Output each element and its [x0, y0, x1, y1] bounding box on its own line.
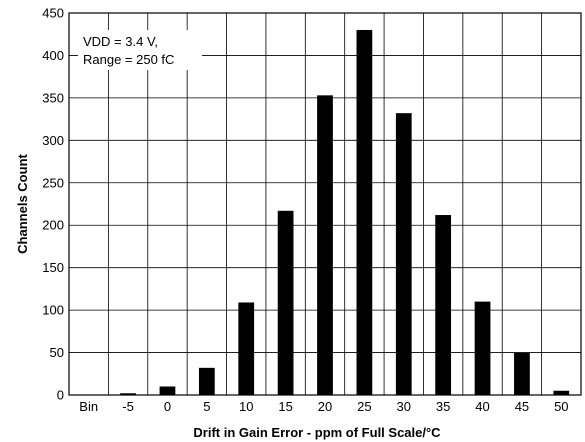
y-tick-labels: 0 50 100 150 200 250 300 350 400 450: [42, 6, 64, 403]
bar-40: [474, 301, 491, 395]
bar-20: [317, 95, 333, 395]
x-tick-label: 10: [239, 399, 253, 414]
x-tick-labels: Bin -5 0 5 10 15 20 25 30 35 40 45 50: [79, 399, 568, 414]
bar-15: [277, 210, 294, 395]
y-tick-label: 150: [42, 260, 64, 275]
y-tick-label: 100: [42, 303, 64, 318]
x-axis-title: Drift in Gain Error - ppm of Full Scale/…: [193, 425, 441, 440]
annotation-line-1: VDD = 3.4 V,: [83, 34, 158, 49]
y-tick-label: 450: [42, 6, 64, 21]
bar--5: [120, 393, 136, 395]
bar-45: [514, 352, 530, 395]
bar-10: [238, 302, 255, 395]
x-tick-label: 20: [318, 399, 332, 414]
x-tick-label: 25: [357, 399, 371, 414]
y-tick-label: 350: [42, 90, 64, 105]
x-tick-label: 40: [475, 399, 489, 414]
bar-35: [435, 215, 452, 395]
annotation-box: VDD = 3.4 V, Range = 250 fC: [78, 30, 202, 70]
y-tick-label: 0: [57, 388, 64, 403]
x-tick-label: 35: [436, 399, 450, 414]
plot-frame: [68, 12, 582, 396]
y-axis-title: Channels Count: [15, 154, 30, 254]
y-tick-label: 400: [42, 48, 64, 63]
y-tick-label: 250: [42, 175, 64, 190]
bar-25: [356, 29, 373, 395]
y-tick-label: 200: [42, 218, 64, 233]
y-tick-label: 300: [42, 133, 64, 148]
bar-30: [395, 113, 412, 396]
x-tick-label: Bin: [79, 399, 98, 414]
x-tick-label: 15: [278, 399, 292, 414]
x-tick-label: 5: [203, 399, 210, 414]
x-tick-label: 30: [397, 399, 411, 414]
bar-0: [159, 386, 176, 395]
bar-5: [198, 367, 215, 395]
bar-50: [553, 390, 570, 395]
bars: [120, 29, 570, 396]
y-tick-label: 50: [50, 345, 64, 360]
x-tick-label: -5: [122, 399, 134, 414]
annotation-background: [78, 30, 202, 70]
annotation-line-2: Range = 250 fC: [83, 52, 174, 67]
x-tick-label: 0: [164, 399, 171, 414]
x-tick-label: 50: [554, 399, 568, 414]
x-tick-label: 45: [515, 399, 529, 414]
